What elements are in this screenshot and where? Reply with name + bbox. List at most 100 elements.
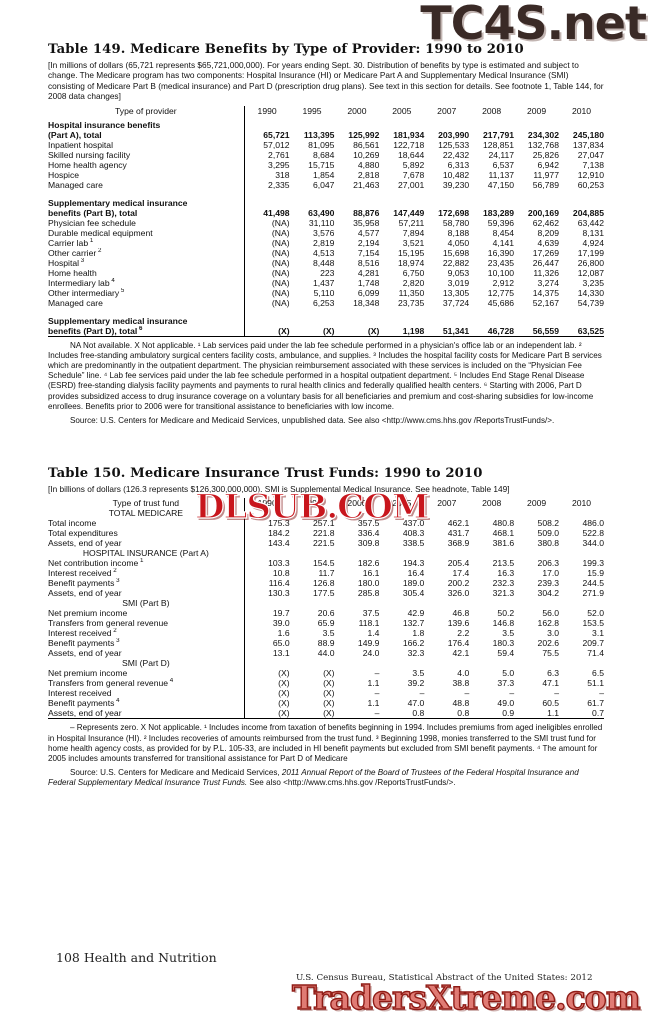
cell-value: 326.0 <box>447 588 470 599</box>
cell-value: 16.4 <box>407 568 425 579</box>
cell-value: 162.8 <box>537 618 560 629</box>
cell-value: 468.1 <box>492 528 515 539</box>
cell-value: 65.0 <box>272 638 290 649</box>
cell-value: 38.8 <box>452 678 470 689</box>
cell-value: 321.3 <box>492 588 515 599</box>
row-label-text: Assets, end of year <box>48 588 122 599</box>
cell-value: 19.7 <box>272 608 290 619</box>
cell-value <box>559 658 604 668</box>
table-149: Type of provider 1990 1995 2000 2005 200… <box>48 105 604 337</box>
table-row: Net premium income . . . . . . . . . . .… <box>48 668 604 679</box>
cell-value: 2,820 <box>402 277 425 288</box>
cell-value: 41,498 <box>263 207 290 218</box>
table-row: Assets, end of year . . . . . . . . . . … <box>48 538 604 549</box>
table-150-header-row: Type of trust fund 1990 1995 2000 2005 2… <box>48 498 604 509</box>
cell-value: 154.5 <box>313 558 335 569</box>
cell-value <box>244 312 289 326</box>
cell-value: 21,463 <box>353 179 380 190</box>
table-150-title: Table 150. Medicare Insurance Trust Fund… <box>48 466 483 481</box>
cell-value: 59.4 <box>497 648 515 659</box>
row-label-text: Assets, end of year <box>48 648 122 659</box>
cell-value: 125,992 <box>348 129 380 140</box>
cell-value: – <box>419 688 425 699</box>
row-label-text: Home health <box>48 267 97 278</box>
footnote-marker: 1 <box>138 558 144 565</box>
cell-value: 480.8 <box>492 518 515 529</box>
row-label-text: Managed care <box>48 179 103 190</box>
cell-value: 1,854 <box>312 169 335 180</box>
cell-value: 11,326 <box>533 267 559 278</box>
cell-value: 62,462 <box>532 217 559 228</box>
cell-value <box>514 312 559 326</box>
section-header-row: HOSPITAL INSURANCE (Part A) <box>48 548 604 559</box>
cell-value: 16,390 <box>487 247 515 258</box>
cell-value: 44.0 <box>317 648 335 659</box>
cell-value: (X) <box>323 668 335 679</box>
cell-value: (X) <box>244 325 290 337</box>
cell-value: – <box>374 688 380 699</box>
cell-value: 15,698 <box>442 247 470 258</box>
cell-value: 232.3 <box>492 578 515 589</box>
table-149-col-2000: 2000 <box>347 105 367 116</box>
cell-value <box>379 194 424 208</box>
cell-value: (NA) <box>271 267 290 278</box>
table-row: Hospice . . . . . . . . . . . . . . . . … <box>48 169 604 180</box>
cell-value: 8,516 <box>357 257 380 268</box>
table-149-notes: NA Not available. X Not applicable. ¹ La… <box>48 341 604 412</box>
cell-value: 223 <box>320 267 335 278</box>
cell-value <box>559 116 604 130</box>
cell-value <box>424 194 469 208</box>
cell-value: 172,698 <box>438 207 470 218</box>
cell-value <box>424 598 469 608</box>
cell-value: 2,194 <box>357 237 380 248</box>
cell-value <box>335 548 380 558</box>
cell-value: 60.5 <box>542 698 560 709</box>
cell-value <box>514 116 559 130</box>
row-label: Carrier lab 1 . . . . . . . . . . . . . … <box>48 237 245 248</box>
cell-value: 304.2 <box>537 588 560 599</box>
cell-value <box>290 312 335 326</box>
cell-value: 10,482 <box>442 169 470 180</box>
row-label-text: Interest received <box>48 628 112 639</box>
row-label: Total expenditures . . . . . . . . . . .… <box>48 528 245 539</box>
cell-value: 180.0 <box>357 578 380 589</box>
cell-value: 3,576 <box>312 227 335 238</box>
section-header-label: SMI (Part B) <box>48 598 245 609</box>
table-149-title: Table 149. Medicare Benefits by Type of … <box>48 42 524 57</box>
cell-value: 65,721 <box>263 129 290 140</box>
row-label-text: Other intermediary <box>48 287 120 298</box>
table-149-notes-text: NA Not available. X Not applicable. ¹ La… <box>48 340 602 411</box>
cell-value: 336.4 <box>357 528 380 539</box>
cell-value: 15.9 <box>587 568 604 579</box>
cell-value: 51.1 <box>587 678 604 689</box>
cell-value: 3,521 <box>402 237 425 248</box>
table-row: Benefit payments 3 . . . . . . . . . . .… <box>48 578 604 589</box>
row-label: Benefit payments 3 . . . . . . . . . . .… <box>48 638 245 649</box>
table-row: Supplementary medical insurance <box>48 311 604 326</box>
table-row: Benefit payments 3 . . . . . . . . . . .… <box>48 638 604 649</box>
cell-value: 509.0 <box>537 528 560 539</box>
cell-value: 200.2 <box>447 578 470 589</box>
row-label-text: Assets, end of year <box>48 538 122 549</box>
cell-value: 15,715 <box>308 159 335 170</box>
cell-value: (X) <box>278 698 290 709</box>
row-label: Interest received 2 . . . . . . . . . . … <box>48 628 245 639</box>
cell-value: 3.0 <box>547 628 560 639</box>
cell-value: 31,110 <box>308 217 335 228</box>
footnote-marker: 2 <box>111 568 117 575</box>
cell-value: 10,269 <box>353 149 380 160</box>
table-row: Intermediary lab 4 . . . . . . . . . . .… <box>48 277 604 288</box>
footnote-marker: 3 <box>79 257 85 264</box>
row-label-text: (Part A), total <box>48 129 102 140</box>
cell-value: 271.9 <box>582 588 604 599</box>
cell-value: 24,117 <box>488 149 515 160</box>
cell-value: 126.8 <box>313 578 335 589</box>
cell-value: 18,644 <box>397 149 425 160</box>
cell-value: 17.4 <box>452 568 470 579</box>
cell-value <box>379 116 424 130</box>
cell-value <box>335 598 380 608</box>
row-label-text: Transfers from general revenue <box>48 678 169 689</box>
cell-value: 10,100 <box>487 267 515 278</box>
table-150: Type of trust fund 1990 1995 2000 2005 2… <box>48 498 604 720</box>
section-header-label: TOTAL MEDICARE <box>48 508 245 519</box>
